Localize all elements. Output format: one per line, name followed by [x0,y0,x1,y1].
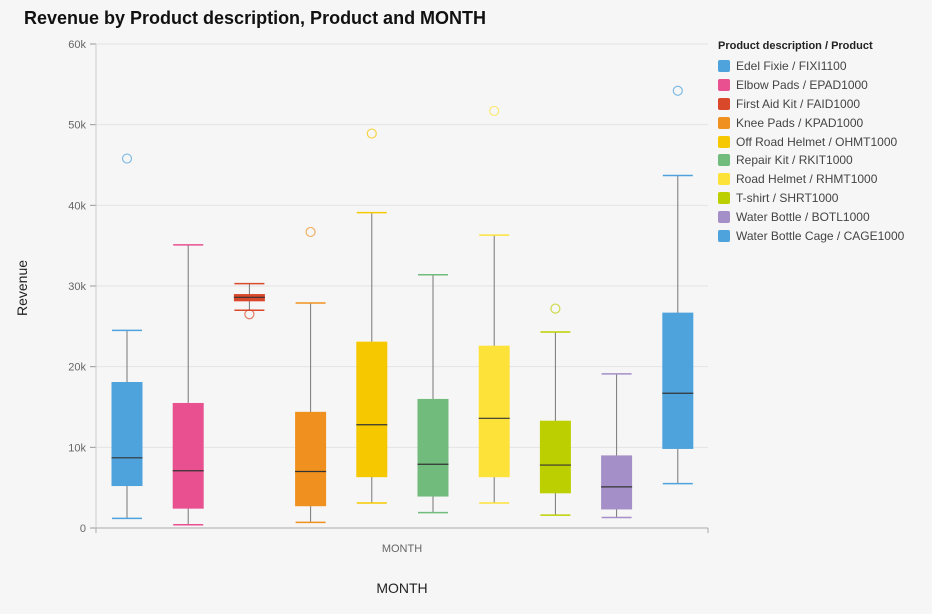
box-outlier[interactable] [489,105,500,117]
box-iqr[interactable] [356,341,388,478]
box-outlier[interactable] [366,128,377,139]
box-iqr[interactable] [172,402,204,509]
box-iqr[interactable] [111,381,143,487]
legend-item[interactable]: Water Bottle / BOTL1000 [718,207,904,226]
legend-swatch [718,154,730,167]
legend-swatch [718,116,730,129]
box-outlier[interactable] [550,303,561,314]
legend-item[interactable]: Repair Kit / RKIT1000 [718,151,904,170]
x-tick-label: MONTH [382,543,422,555]
legend-label: Elbow Pads / EPAD1000 [736,78,868,93]
legend-item[interactable]: Off Road Helmet / OHMT1000 [718,132,904,151]
legend-title: Product description / Product [718,40,873,52]
y-tick-label: 40k [68,200,86,212]
box-iqr[interactable] [662,312,694,449]
box-iqr[interactable] [295,411,327,507]
legend-label: First Aid Kit / FAID1000 [736,96,861,111]
box-iqr[interactable] [539,420,571,494]
legend-items: Edel Fixie / FIXI1100 Elbow Pads / EPAD10… [718,57,904,245]
y-tick-label: 20k [68,362,86,374]
legend-label: Repair Kit / RKIT1000 [736,153,853,168]
y-tick-label: 50k [68,120,86,132]
legend-label: Water Bottle / BOTL1000 [736,209,870,224]
legend[interactable]: Product description / Product Edel Fixie… [718,40,904,245]
x-axis-title: MONTH [376,580,428,596]
y-tick-label: 0 [80,523,86,535]
legend-swatch [718,97,730,110]
legend-label: Road Helmet / RHMT1000 [736,172,878,187]
y-axis-title: Revenue [14,259,30,317]
y-tick-label: 10k [68,442,86,454]
box-outlier[interactable] [121,153,133,164]
y-tick-label: 60k [68,39,86,51]
legend-label: Off Road Helmet / OHMT1000 [736,134,898,149]
box-outlier[interactable] [305,226,316,238]
legend-item[interactable]: Elbow Pads / EPAD1000 [718,76,904,95]
legend-swatch [718,173,730,186]
legend-item[interactable]: First Aid Kit / FAID1000 [718,95,904,114]
legend-label: T-shirt / SHRT1000 [736,190,839,205]
y-tick-label: 30k [68,281,86,293]
legend-swatch [718,210,730,223]
chart-title: Revenue by Product description, Product … [24,8,487,28]
box-iqr[interactable] [417,398,449,497]
box-outlier[interactable] [672,85,683,96]
legend-label: Knee Pads / KPAD1000 [736,115,864,130]
legend-swatch [718,135,730,148]
legend-item[interactable]: Knee Pads / KPAD1000 [718,113,904,132]
legend-item[interactable]: Water Bottle Cage / CAGE1000 [718,226,904,245]
legend-item[interactable]: Edel Fixie / FIXI1100 [718,57,904,76]
legend-swatch [718,79,730,92]
legend-item[interactable]: T-shirt / SHRT1000 [718,189,904,208]
legend-swatch [718,229,730,242]
legend-label: Edel Fixie / FIXI1100 [736,59,847,74]
box-outlier[interactable] [244,309,255,320]
legend-swatch [718,60,730,73]
box-iqr[interactable] [601,455,633,510]
box-iqr[interactable] [478,345,510,478]
legend-swatch [718,191,730,204]
legend-item[interactable]: Road Helmet / RHMT1000 [718,170,904,189]
legend-label: Water Bottle Cage / CAGE1000 [736,228,905,243]
